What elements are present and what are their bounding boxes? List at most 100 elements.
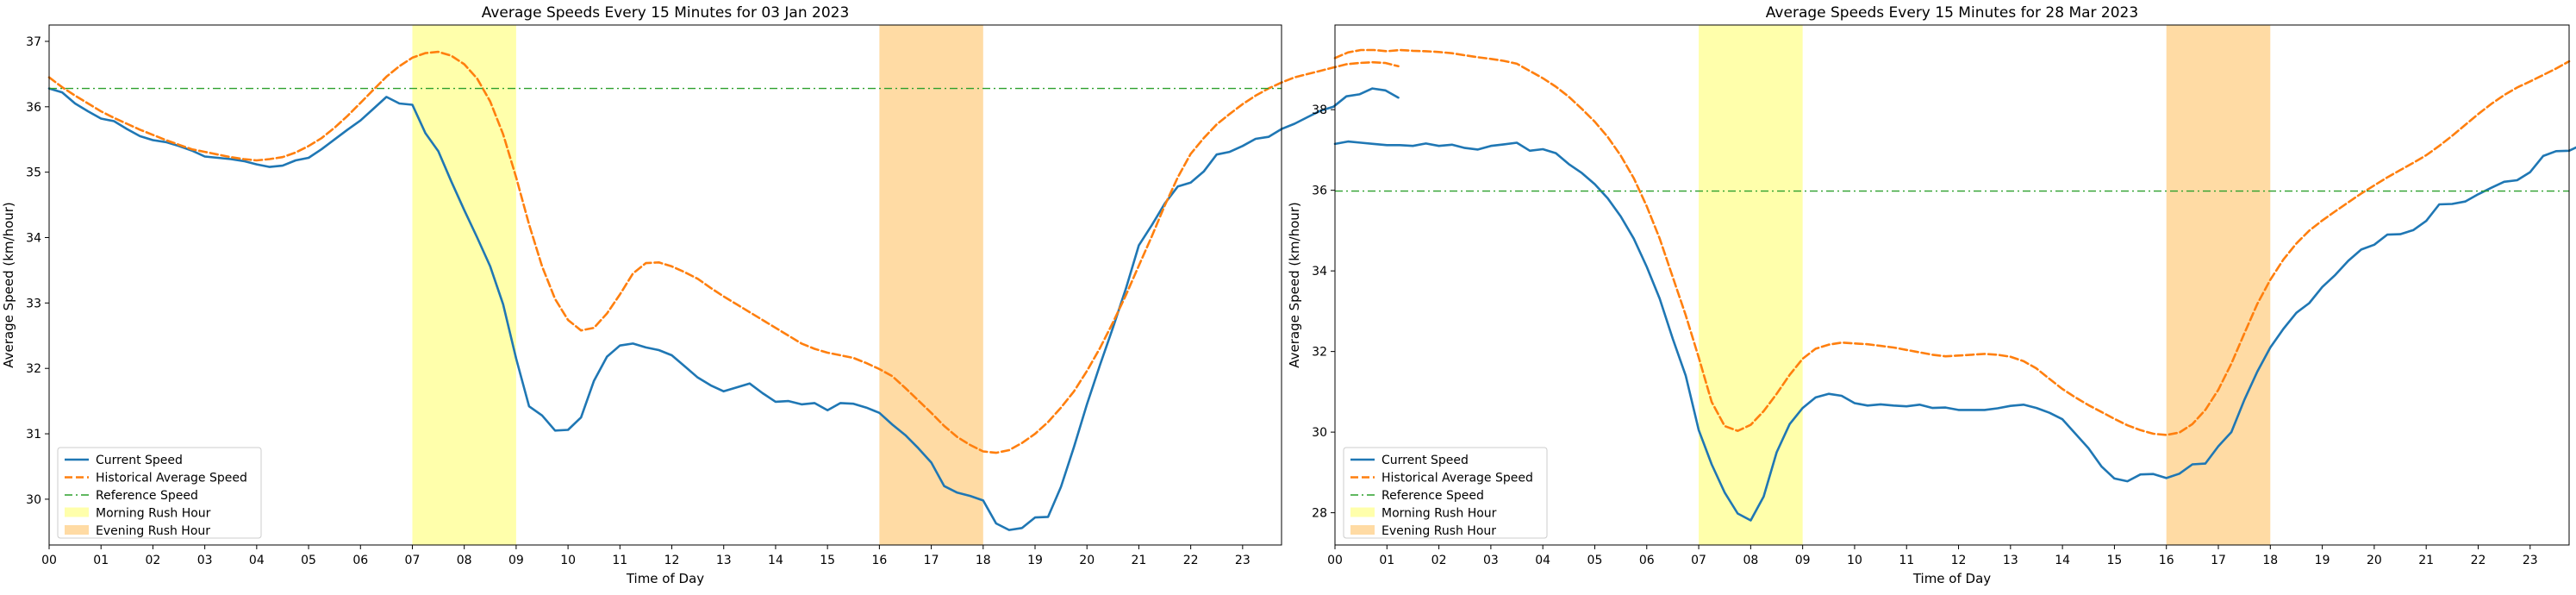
legend-label: Historical Average Speed [96,472,247,485]
current-speed-line [1333,140,2576,522]
legend-item: Reference Speed [1350,489,1484,503]
x-tick-label: 02 [146,554,161,567]
legend-item: Historical Average Speed [65,472,247,485]
x-tick-label: 14 [2055,554,2070,567]
current-speed-line [47,87,1400,531]
x-tick-label: 20 [2367,554,2382,567]
historical-speed-line [1333,48,2571,436]
plot-frame [48,24,1282,546]
y-tick-label: 37 [26,35,41,49]
shaded-region-morning [412,25,516,545]
y-tick-label: 34 [1312,265,1327,279]
chart-2: 00 01 02 03 04 05 06 07 08 09 10 11 12 13 14 15 16 17 18 19… [1287,4,2576,586]
x-tick-label: 18 [976,554,991,567]
x-tick-label: 00 [41,554,57,567]
x-tick-label: 18 [2262,554,2278,567]
historical-speed-line [47,50,1400,454]
legend-box [1343,447,1548,539]
x-tick-label: 23 [1235,554,1251,567]
y-tick-label: 36 [26,101,41,115]
legend-label: Current Speed [1382,454,1469,467]
legend-swatch [1350,507,1375,517]
legend-swatch [1350,525,1375,535]
legend-item: Evening Rush Hour [1350,524,1496,538]
legend-label: Reference Speed [96,489,198,503]
x-tick-label: 07 [405,554,421,567]
legend-item: Current Speed [65,454,183,467]
x-tick-label: 23 [2523,554,2538,567]
legend-item: Reference Speed [65,489,198,503]
x-tick-label: 19 [1027,554,1043,567]
x-tick-label: 20 [1079,554,1095,567]
plot-frame [1334,24,2570,546]
legend-swatch [65,507,89,517]
legend-label: Current Speed [96,454,183,467]
x-tick-label: 17 [2211,554,2226,567]
x-tick-label: 12 [664,554,680,567]
x-tick-label: 07 [1691,554,1706,567]
x-tick-label: 21 [1132,554,1147,567]
x-tick-label: 01 [1379,554,1394,567]
y-tick-label: 28 [1312,507,1327,521]
legend: Current Speed Historical Average Speed Ref… [57,447,262,539]
chart-title: Average Speeds Every 15 Minutes for 03 J… [482,4,850,22]
x-tick-label: 16 [2159,554,2174,567]
legend-item: Morning Rush Hour [65,507,211,521]
x-tick-label: 03 [197,554,213,567]
y-tick-label: 31 [26,428,41,442]
legend-item: Historical Average Speed [1350,472,1533,485]
legend: Current Speed Historical Average Speed Ref… [1343,447,1548,539]
x-tick-label: 04 [1535,554,1550,567]
shaded-region-evening [879,25,983,545]
x-tick-label: 11 [1899,554,1914,567]
x-tick-label: 00 [1327,554,1343,567]
x-tick-label: 13 [2003,554,2018,567]
shaded-region-evening [2166,25,2271,545]
x-tick-label: 22 [1183,554,1199,567]
x-tick-label: 15 [820,554,835,567]
x-tick-label: 17 [924,554,939,567]
x-tick-label: 11 [612,554,627,567]
y-tick-label: 38 [1312,103,1327,117]
x-tick-label: 19 [2315,554,2330,567]
x-tick-label: 16 [871,554,887,567]
legend-label: Morning Rush Hour [96,507,211,521]
x-tick-label: 03 [1483,554,1499,567]
y-tick-label: 30 [26,493,41,507]
y-tick-label: 32 [26,362,41,376]
legend-label: Evening Rush Hour [96,524,210,538]
x-tick-label: 04 [249,554,265,567]
y-tick-label: 34 [26,232,41,246]
legend-label: Historical Average Speed [1382,472,1533,485]
y-tick-label: 33 [26,297,41,310]
x-tick-label: 22 [2471,554,2486,567]
x-tick-label: 06 [1639,554,1655,567]
x-tick-label: 09 [508,554,524,567]
x-tick-label: 12 [1951,554,1967,567]
legend-item: Evening Rush Hour [65,524,210,538]
legend-box [57,447,262,539]
y-tick-label: 36 [1312,185,1327,198]
y-tick-label: 35 [26,166,41,180]
x-tick-label: 21 [2418,554,2434,567]
x-tick-label: 05 [301,554,316,567]
x-tick-label: 09 [1795,554,1811,567]
x-tick-label: 10 [1847,554,1862,567]
chart-1: 00 01 02 03 04 05 06 07 08 09 10 11 12 13 14 15 16 17 18 19… [1,4,1400,586]
x-tick-label: 02 [1431,554,1447,567]
x-axis-label: Time of Day [1912,571,1991,586]
shaded-region-morning [1699,25,1803,545]
legend-item: Morning Rush Hour [1350,507,1497,521]
legend-item: Current Speed [1350,454,1469,467]
x-tick-label: 08 [457,554,472,567]
x-tick-label: 14 [768,554,783,567]
x-tick-label: 01 [93,554,109,567]
legend-label: Morning Rush Hour [1382,507,1497,521]
legend-swatch [65,525,89,535]
y-axis-label: Average Speed (km/hour) [1,202,16,368]
y-axis-label: Average Speed (km/hour) [1287,202,1302,368]
y-tick-label: 32 [1312,346,1327,360]
x-tick-label: 06 [352,554,368,567]
x-tick-label: 10 [560,554,576,567]
